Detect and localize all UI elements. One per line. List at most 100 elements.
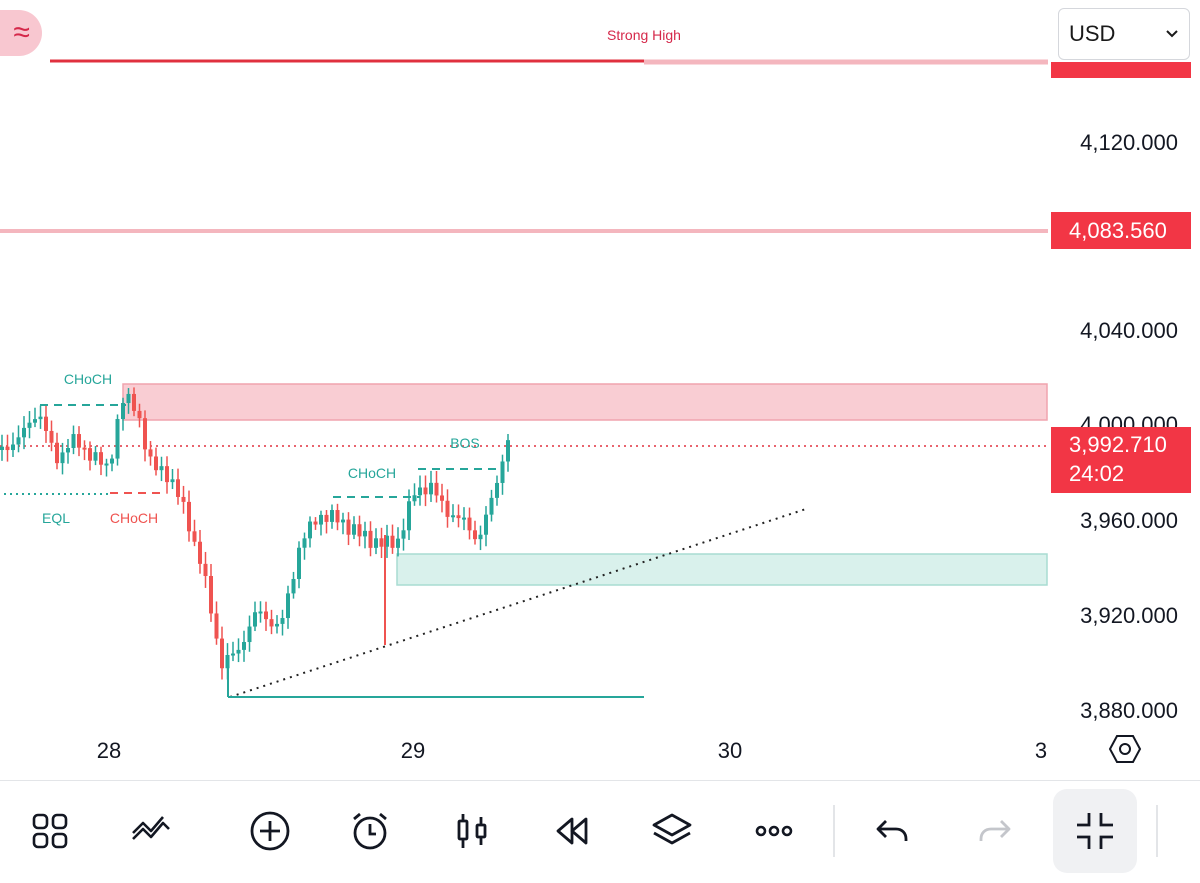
candle-body	[198, 541, 202, 564]
candle-body	[396, 538, 400, 548]
y-tick-label: 4,040.000	[1080, 318, 1178, 343]
candle-body	[302, 538, 307, 548]
redo-icon	[979, 820, 1011, 841]
candle-body	[500, 461, 505, 483]
replay-button[interactable]	[530, 789, 614, 873]
undo-icon	[876, 820, 908, 841]
redo-button[interactable]	[953, 789, 1037, 873]
more-button[interactable]	[732, 789, 816, 873]
annotation-choch-1: CHoCH	[64, 371, 112, 387]
candle-body	[209, 575, 213, 614]
candle-body	[445, 500, 450, 517]
candle-body	[71, 434, 76, 449]
candle-body	[143, 418, 147, 450]
candle-body	[181, 496, 186, 502]
candles-button[interactable]	[430, 789, 514, 873]
annotation-choch-3: CHoCH	[348, 465, 396, 481]
y-tick-label: 3,920.000	[1080, 603, 1178, 628]
indicators-button[interactable]	[109, 789, 193, 873]
candle-body	[385, 535, 389, 547]
approx-icon[interactable]: ≈	[0, 10, 42, 56]
candle-body	[33, 419, 37, 423]
candle-body	[467, 517, 472, 531]
candle-body	[258, 611, 263, 614]
annotation-bos: BOS	[450, 435, 480, 451]
candle-body	[390, 535, 395, 548]
candle-body	[242, 642, 246, 650]
candle-body	[440, 495, 444, 501]
candle-body	[451, 515, 455, 518]
currency-value: USD	[1069, 21, 1116, 46]
candle-body	[335, 510, 340, 523]
candle-body	[187, 501, 191, 532]
chevron-down-icon	[1166, 30, 1178, 38]
candle-body	[137, 410, 142, 419]
candle-body	[264, 611, 268, 620]
candle-body	[363, 530, 367, 537]
undo-button[interactable]	[850, 789, 934, 873]
candle-body	[401, 530, 406, 539]
current-price-tag: 3,992.710 24:02	[1051, 427, 1191, 493]
candle-body	[11, 444, 15, 451]
candle-body	[478, 534, 483, 540]
candle-body	[495, 482, 499, 498]
toolbar-separator	[1156, 805, 1158, 857]
candle-body	[44, 416, 48, 431]
x-tick-label: 28	[97, 738, 121, 763]
candle-body	[418, 487, 422, 496]
current-price-value: 3,992.710	[1069, 432, 1167, 457]
candle-body	[330, 510, 334, 522]
candle-body	[291, 578, 296, 594]
candle-body	[214, 613, 219, 639]
annotation-eql: EQL	[42, 510, 70, 526]
candle-body	[308, 521, 312, 539]
candle-body	[352, 524, 356, 535]
candle-body	[176, 479, 180, 497]
candle-body	[286, 593, 290, 619]
price-chart[interactable]: Strong High CHoCH EQL CHoCH CHoCH BOS 4,…	[0, 0, 1200, 780]
candle-body	[121, 403, 125, 420]
candle-body	[231, 653, 235, 656]
candle-body	[115, 419, 120, 459]
add-button[interactable]	[228, 789, 312, 873]
candle-body	[324, 514, 329, 522]
candle-body	[368, 530, 373, 548]
candle-body	[192, 531, 197, 542]
candle-body	[104, 463, 109, 466]
alert-icon	[353, 812, 387, 850]
candle-body	[275, 623, 279, 627]
candle-body	[269, 619, 274, 627]
x-tick-label: 3	[1035, 738, 1047, 763]
x-tick-label: 30	[718, 738, 742, 763]
alert-button[interactable]	[328, 789, 412, 873]
candle-body	[346, 519, 351, 535]
more-icon	[755, 825, 793, 837]
candle-body	[159, 466, 164, 471]
candle-body	[236, 649, 241, 654]
y-tick-label: 3,960.000	[1080, 508, 1178, 533]
candle-body	[280, 618, 285, 624]
candle-body	[203, 563, 208, 576]
trendline	[229, 508, 807, 698]
candle-body	[374, 538, 378, 548]
candle-body	[220, 638, 224, 669]
candle-body	[313, 521, 318, 525]
candle-body	[55, 442, 59, 464]
collapse-button[interactable]	[1053, 789, 1137, 873]
candles-icon	[457, 814, 487, 848]
countdown-value: 24:02	[1069, 461, 1125, 486]
toolbar-separator	[833, 805, 835, 857]
grid-button[interactable]	[8, 789, 92, 873]
layers-icon	[652, 813, 692, 845]
candle-body	[99, 452, 103, 465]
layers-button[interactable]	[630, 789, 714, 873]
settings-hexagon-icon[interactable]	[1108, 732, 1142, 766]
top-price-tag	[1051, 62, 1191, 78]
strong-high-label: Strong High	[607, 27, 681, 43]
strong-high-value: 4,083.560	[1069, 218, 1167, 243]
indicators-icon	[132, 816, 170, 840]
candle-body	[148, 449, 153, 457]
collapse-icon	[1077, 813, 1113, 849]
supply-zone	[122, 383, 1048, 421]
currency-select[interactable]: USD	[1058, 8, 1190, 60]
